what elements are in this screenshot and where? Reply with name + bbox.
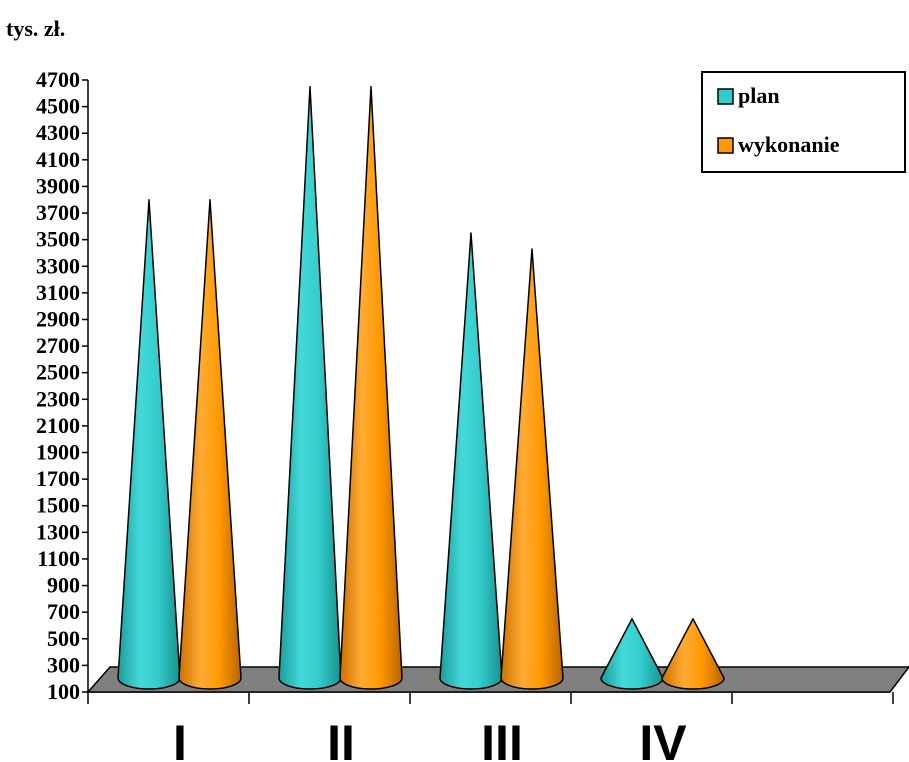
y-tick-label: 500: [47, 626, 80, 651]
y-tick-label: 4300: [36, 120, 80, 145]
legend-swatch-wykonanie: [717, 137, 734, 154]
y-axis-unit-label: tys. zł.: [6, 16, 66, 41]
cone-wykonanie-IV: [661, 618, 725, 690]
cone-plan-body: [278, 85, 342, 690]
y-tick-label: 4700: [36, 67, 80, 92]
cone-plan-body: [439, 232, 503, 690]
y-tick-label: 2700: [36, 333, 80, 358]
y-tick-label: 2100: [36, 413, 80, 438]
legend: plan wykonanie: [701, 71, 906, 173]
category-label: IV: [639, 715, 687, 762]
cones: [117, 85, 725, 690]
cone-wykonanie-body: [500, 248, 564, 690]
y-tick-label: 4100: [36, 147, 80, 172]
category-label: III: [481, 715, 523, 762]
cone-wykonanie-body: [178, 198, 242, 690]
y-tick-label: 2500: [36, 360, 80, 385]
cone-plan-I: [117, 198, 181, 690]
cone-plan-III: [439, 232, 503, 690]
legend-label-plan: plan: [738, 83, 780, 108]
y-tick-label: 300: [47, 652, 80, 677]
legend-label-wykonanie: wykonanie: [738, 132, 840, 157]
y-tick-label: 1900: [36, 440, 80, 465]
category-label: II: [327, 715, 355, 762]
cone-wykonanie-I: [178, 198, 242, 690]
y-tick-label: 1500: [36, 493, 80, 518]
y-tick-label: 3900: [36, 173, 80, 198]
axes: 1003005007009001100130015001700190021002…: [36, 67, 894, 704]
category-label: I: [173, 715, 187, 762]
cone-wykonanie-body: [339, 85, 403, 690]
y-tick-label: 2900: [36, 306, 80, 331]
category-labels: I II III IV: [173, 715, 687, 762]
cone-wykonanie-II: [339, 85, 403, 690]
y-tick-label: 4500: [36, 94, 80, 119]
y-tick-label: 2300: [36, 386, 80, 411]
y-tick-label: 1100: [37, 546, 80, 571]
y-tick-label: 700: [47, 599, 80, 624]
legend-box: [701, 71, 906, 173]
legend-swatch-plan: [717, 88, 734, 105]
y-tick-label: 100: [47, 679, 80, 704]
y-tick-label: 900: [47, 573, 80, 598]
cone-wykonanie-body: [661, 618, 725, 690]
y-tick-label: 3500: [36, 227, 80, 252]
cone-plan-body: [600, 618, 664, 690]
cone-plan-body: [117, 198, 181, 690]
y-tick-label: 3100: [36, 280, 80, 305]
cone-plan-IV: [600, 618, 664, 690]
y-tick-label: 3700: [36, 200, 80, 225]
y-tick-label: 1300: [36, 519, 80, 544]
y-tick-label: 1700: [36, 466, 80, 491]
cone-plan-II: [278, 85, 342, 690]
cone-wykonanie-III: [500, 248, 564, 690]
y-tick-label: 3300: [36, 253, 80, 278]
